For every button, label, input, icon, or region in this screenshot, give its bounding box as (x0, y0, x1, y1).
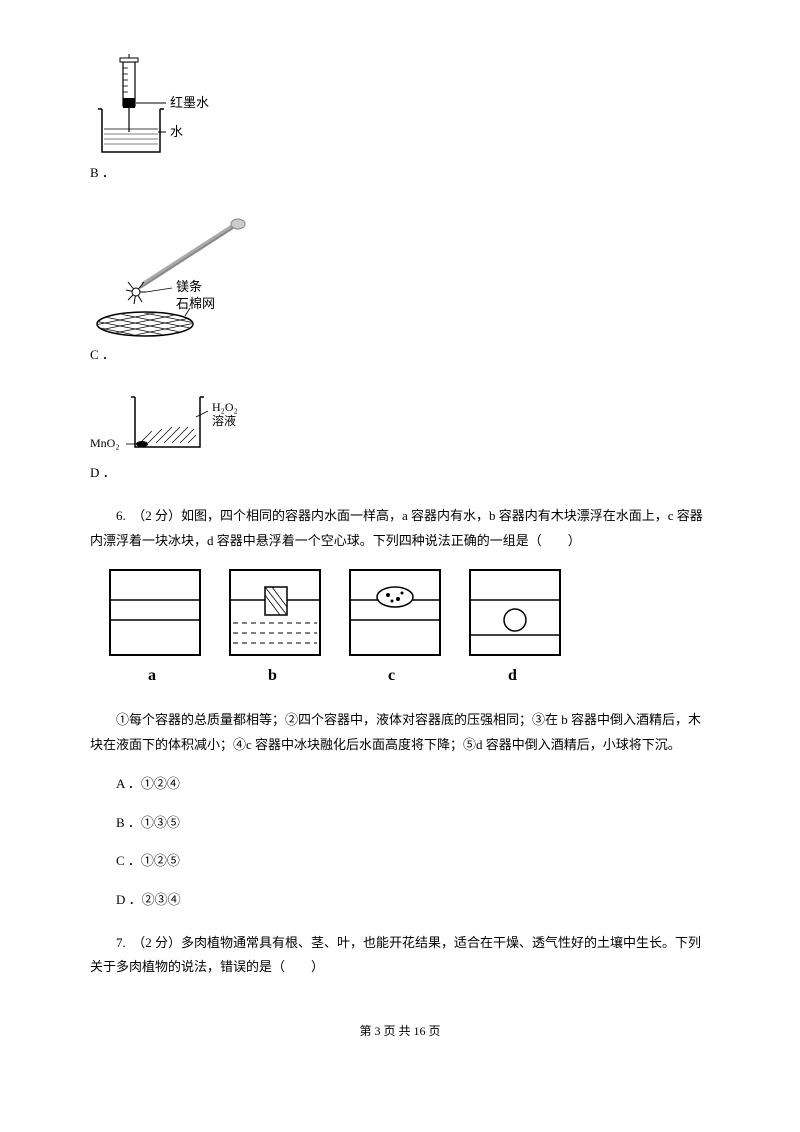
figure-d-svg: H₂O₂ 溶液 MnO₂ (90, 387, 290, 459)
q7-text: 7. （2 分）多肉植物通常具有根、茎、叶，也能开花结果，适合在干燥、透气性好的… (90, 931, 710, 980)
figure-c-svg: 镁条 石棉网 (90, 216, 290, 341)
figure-c-label1: 镁条 (176, 279, 202, 294)
q6-label-d: d (508, 667, 517, 684)
page-footer: 第 3 页 共 16 页 (90, 1020, 710, 1043)
figure-c: 镁条 石棉网 (90, 216, 710, 341)
q6-label-c: c (388, 667, 395, 684)
figure-b: 红墨水 水 (90, 54, 710, 159)
option-b-letter: B ． (90, 161, 710, 186)
figure-c-label2: 石棉网 (176, 296, 215, 311)
footer-middle: 页 共 (380, 1024, 413, 1038)
figure-b-svg: 红墨水 水 (90, 54, 270, 159)
figure-d: H₂O₂ 溶液 MnO₂ (90, 387, 710, 459)
option-c-letter: C ． (90, 343, 710, 368)
figure-b-label2: 水 (170, 124, 183, 139)
footer-total: 16 (414, 1024, 426, 1038)
option-d-letter: D ． (90, 461, 710, 486)
q6-label-b: b (268, 667, 277, 684)
q6-option-a: A ．①②④ (90, 772, 710, 797)
footer-prefix: 第 (359, 1024, 374, 1038)
figure-b-label1: 红墨水 (170, 95, 209, 110)
page-content: 红墨水 水 B ． (0, 0, 800, 1073)
q6-option-d: D ．②③④ (90, 888, 710, 913)
q6-svg: a b (100, 565, 580, 690)
figure-d-label1: H₂O₂ (212, 400, 238, 414)
figure-d-label3: MnO₂ (90, 436, 120, 450)
figure-d-label2: 溶液 (212, 413, 236, 428)
q6-option-c: C ．①②⑤ (90, 849, 710, 874)
q6-figure: a b (100, 565, 710, 690)
q6-label-a: a (148, 667, 156, 684)
q6-text: 6. （2 分）如图，四个相同的容器内水面一样高，a 容器内有水，b 容器内有木… (90, 504, 710, 553)
q6-option-b: B ．①③⑤ (90, 811, 710, 836)
q6-statements: ①每个容器的总质量都相等；②四个容器中，液体对容器底的压强相同；③在 b 容器中… (90, 708, 710, 757)
footer-suffix: 页 (426, 1024, 441, 1038)
